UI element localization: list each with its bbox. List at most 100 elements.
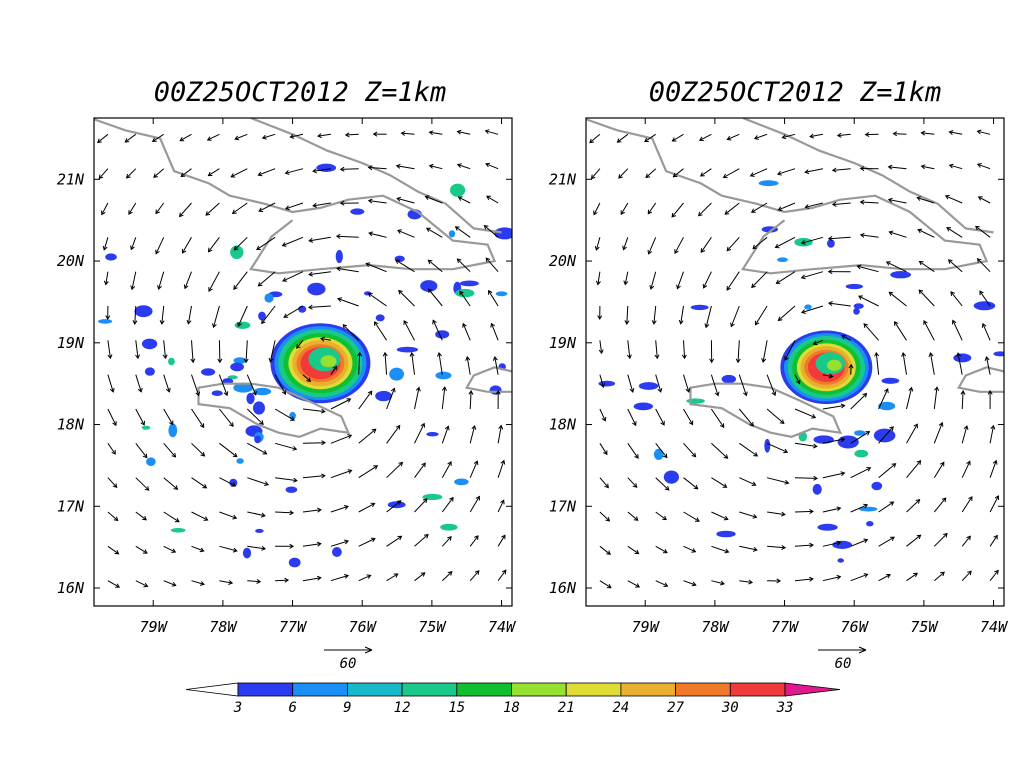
wind-arrowhead	[490, 322, 495, 328]
wind-arrowhead	[283, 313, 289, 318]
wind-arrowhead	[97, 138, 102, 144]
wind-arrow	[711, 477, 727, 488]
wind-arrowhead	[809, 133, 814, 139]
wind-arrowhead	[750, 208, 756, 213]
wind-arrowhead	[840, 437, 846, 443]
wind-arrow	[469, 535, 479, 547]
wind-arrowhead	[928, 352, 934, 357]
wind-arrow	[627, 340, 631, 359]
wind-arrowhead	[157, 284, 162, 290]
rainband-cell	[426, 432, 439, 437]
wind-arrow	[888, 291, 907, 307]
wind-arrowhead	[620, 210, 625, 216]
wind-arrowhead	[259, 420, 264, 425]
wind-arrowhead	[454, 226, 460, 231]
lat-label-16n: 16N	[549, 579, 577, 597]
wind-arrow	[739, 545, 758, 551]
wind-arrowhead	[107, 354, 113, 360]
wind-arrow	[889, 231, 907, 238]
wind-arrow	[153, 168, 165, 178]
wind-arrowhead	[365, 262, 371, 267]
rainband-cell	[633, 402, 653, 411]
wind-arrowhead	[261, 134, 267, 140]
wind-arrow	[497, 460, 505, 478]
cuba-north-coast	[742, 118, 994, 234]
wind-arrowhead	[289, 510, 295, 516]
colorbar-label: 3	[233, 700, 242, 716]
wind-arrowhead	[774, 243, 780, 249]
wind-arrowhead	[368, 231, 374, 237]
wind-arrow	[850, 467, 871, 479]
wind-arrow	[386, 388, 395, 410]
wind-arrow	[336, 267, 359, 273]
wind-arrow	[878, 501, 894, 513]
wind-arrowhead	[113, 516, 119, 522]
wind-arrow	[794, 477, 818, 479]
wind-arrowhead	[190, 358, 196, 364]
wind-arrow	[676, 271, 684, 289]
wind-arrowhead	[125, 173, 131, 179]
rainband-cell	[881, 377, 900, 384]
wind-arrow	[917, 197, 935, 204]
wind-arrow	[863, 323, 879, 341]
rainband-cell	[168, 357, 175, 366]
wind-arrow	[258, 271, 276, 287]
wind-arrow	[275, 511, 294, 514]
wind-arrowhead	[500, 499, 505, 505]
wind-arrow	[330, 469, 352, 479]
wind-arrow	[738, 374, 747, 396]
wind-arrowhead	[398, 461, 404, 467]
rainband-cell	[253, 387, 272, 396]
wind-arrow	[933, 462, 945, 478]
lat-label-18n: 18N	[549, 416, 577, 434]
wind-arrow	[191, 408, 205, 428]
wind-arrow	[163, 340, 166, 359]
wind-arrowhead	[484, 129, 490, 135]
wind-arrow	[837, 133, 851, 137]
wind-arrow	[961, 535, 971, 547]
colorbar-label: 18	[503, 700, 520, 716]
wind-arrow	[648, 237, 657, 255]
rainband-cell	[233, 382, 254, 393]
wind-arrow	[219, 545, 237, 552]
colorbar: 3 6 9 12 15 18 21 24 27 30 33	[185, 682, 841, 716]
wind-arrow	[989, 535, 998, 547]
wind-arrow	[618, 168, 629, 179]
wind-arrow	[397, 229, 415, 238]
wind-arrow	[778, 202, 796, 211]
wind-arrow	[822, 576, 841, 582]
wind-arrowhead	[891, 463, 897, 468]
wind-arrowhead	[657, 387, 663, 393]
wind-arrow	[247, 545, 266, 550]
wind-arrow	[497, 569, 507, 581]
wind-arrowhead	[858, 295, 863, 300]
wind-arrowhead	[859, 199, 865, 205]
wind-arrow	[396, 197, 415, 204]
wind-arrowhead	[261, 319, 266, 325]
wind-arrow	[627, 374, 634, 393]
wind-arrowhead	[863, 573, 869, 578]
right-precip-shading	[598, 180, 1004, 563]
wind-arrow	[737, 340, 740, 363]
jamaica-coast	[689, 382, 843, 438]
rainband-cell	[455, 288, 475, 298]
wind-arrow	[755, 305, 768, 325]
wind-arrowhead	[217, 358, 223, 364]
wind-arrowhead	[432, 319, 437, 325]
wind-arrow	[906, 387, 913, 410]
wind-arrowhead	[698, 211, 703, 217]
rainband-cell	[307, 282, 326, 296]
wind-arrow	[283, 305, 304, 318]
wind-arrowhead	[140, 420, 145, 426]
wind-arrow	[302, 408, 325, 413]
wind-arrowhead	[289, 543, 295, 549]
wind-arrow	[933, 571, 945, 582]
wind-arrowhead	[595, 280, 601, 286]
wind-arrowhead	[456, 258, 462, 264]
wind-arrow	[739, 511, 757, 518]
rainband-cell	[141, 425, 151, 430]
wind-arrow	[218, 340, 221, 363]
wind-arrow	[989, 460, 997, 478]
wind-arrowhead	[115, 583, 121, 588]
